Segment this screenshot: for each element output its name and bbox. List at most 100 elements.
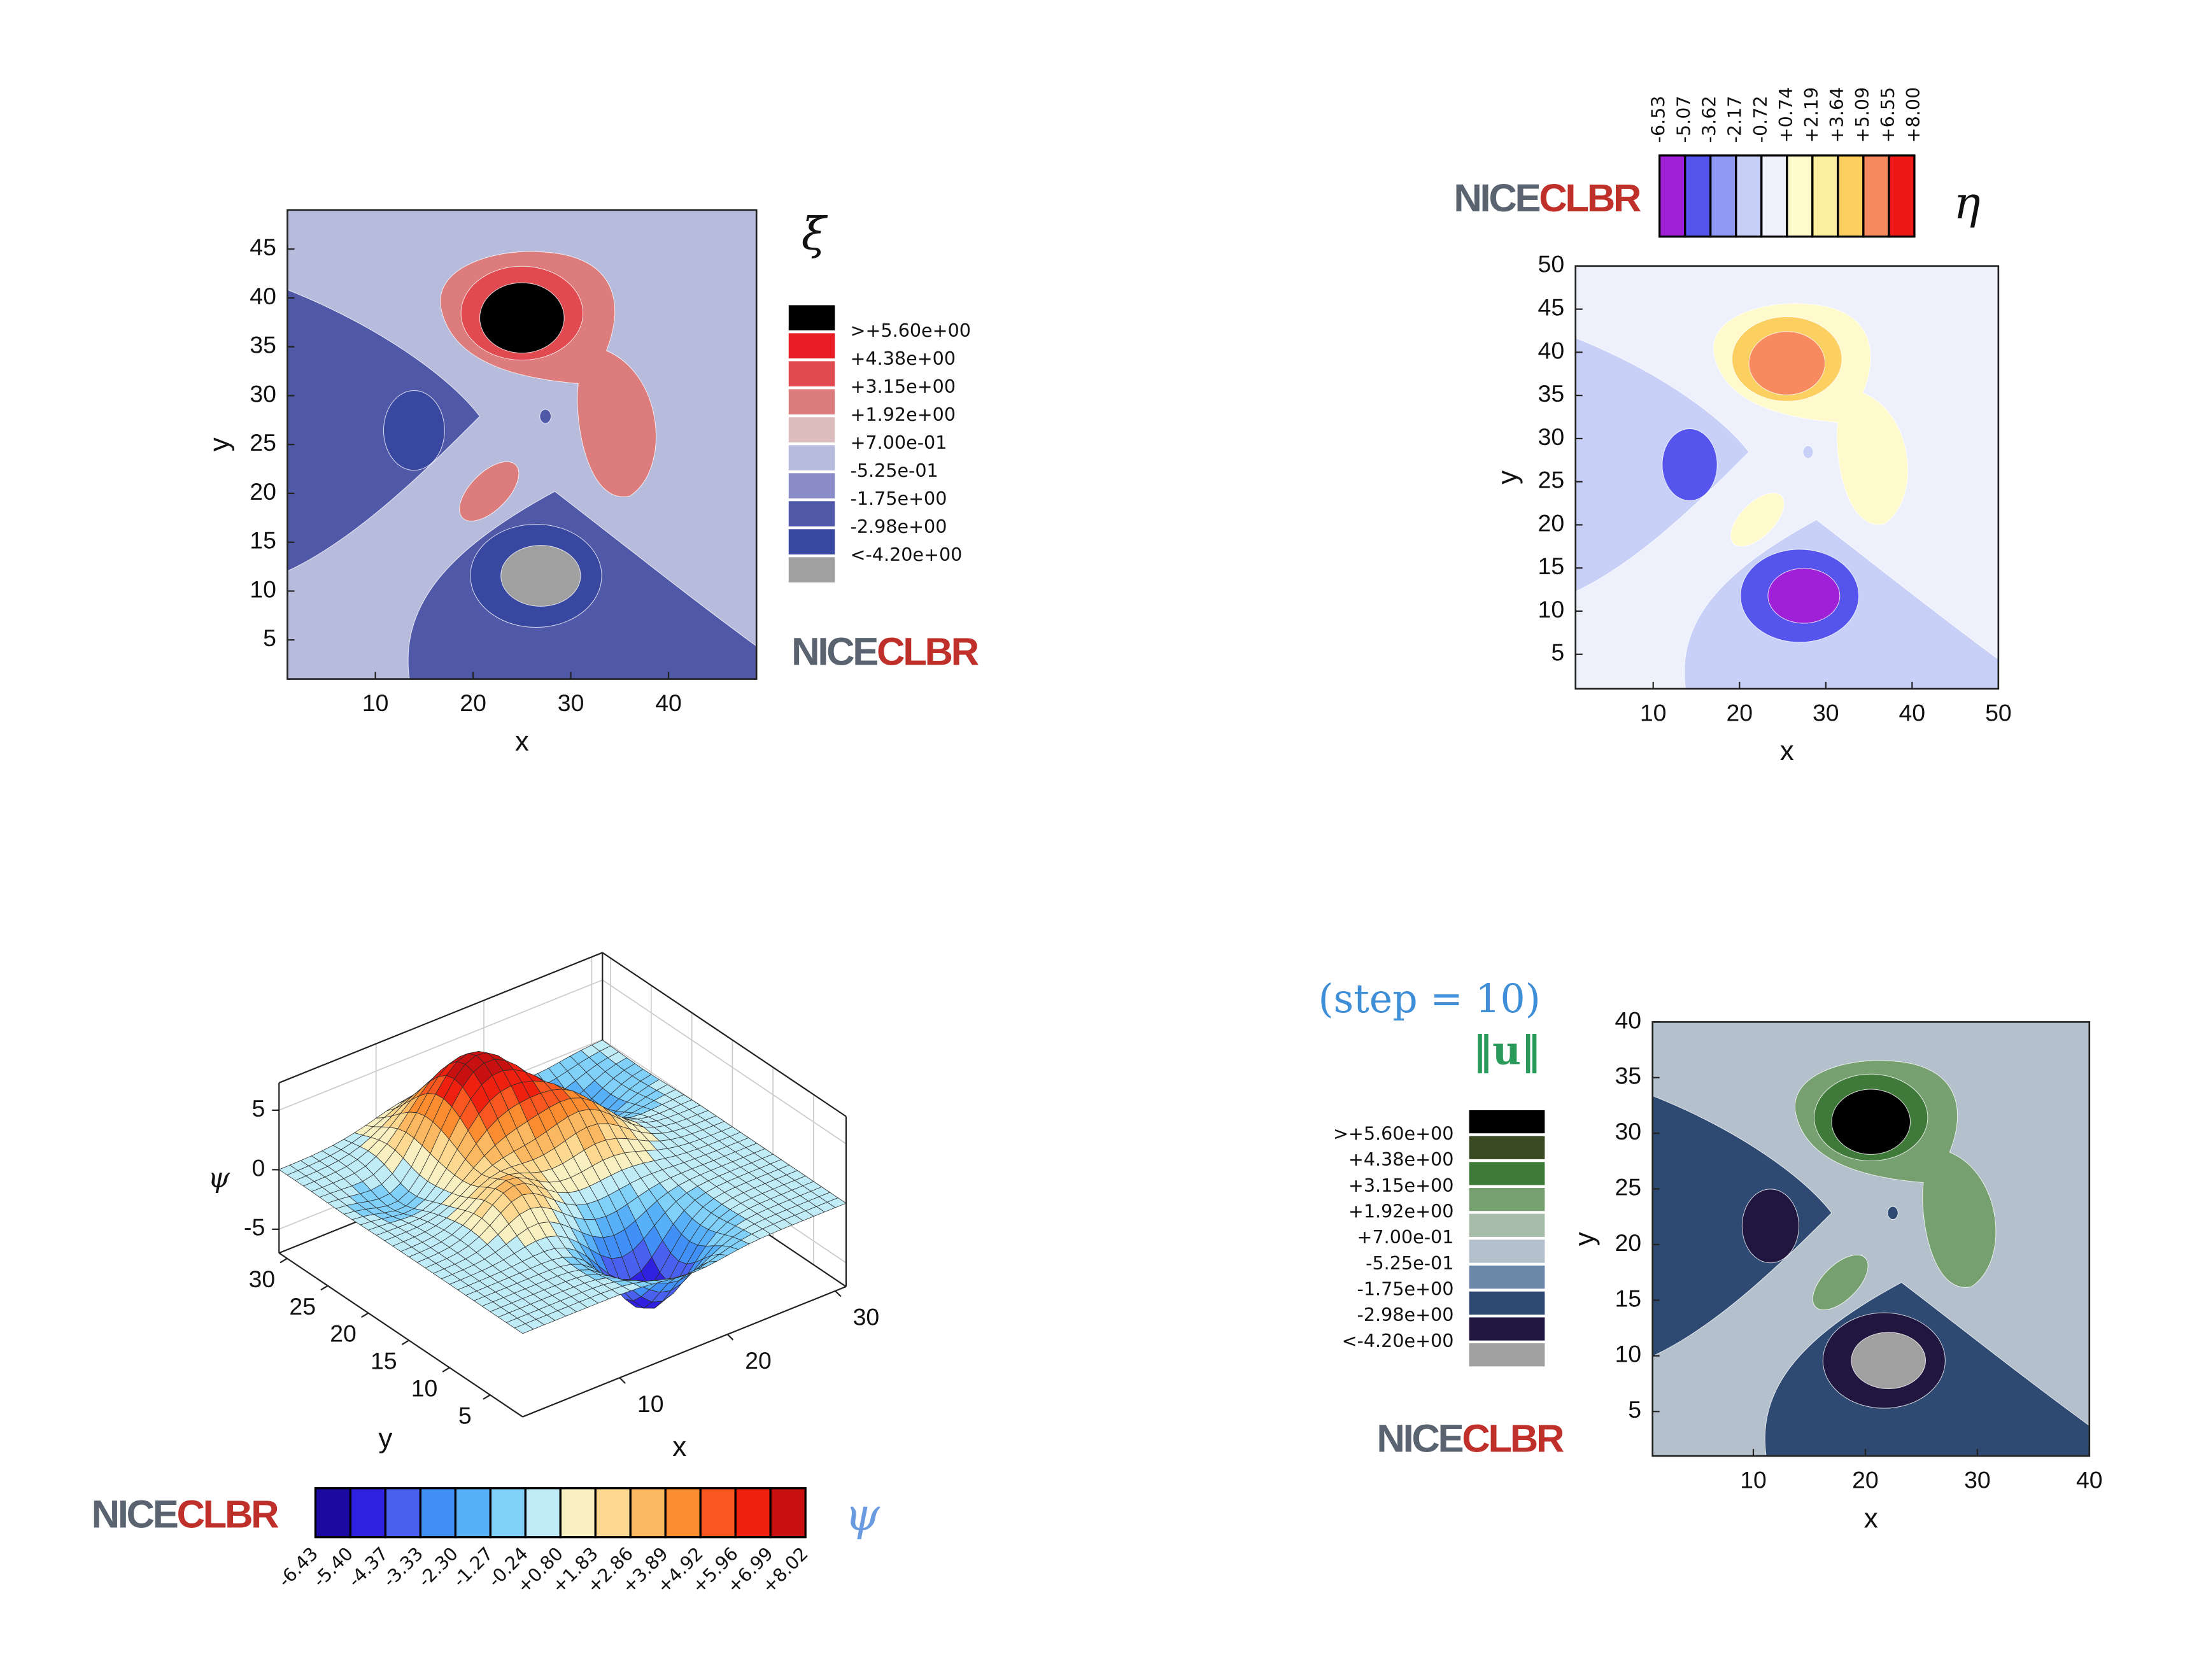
colorbar-swatch xyxy=(788,333,835,358)
x-tick-label: 20 xyxy=(1726,700,1753,726)
colorbar-label: >+5.60e+00 xyxy=(851,320,971,341)
colorbar-label: +5.09 xyxy=(1851,87,1873,143)
colorbar-label: +1.92e+00 xyxy=(1348,1200,1453,1222)
z-tick-label: 0 xyxy=(251,1154,265,1181)
plot-frame xyxy=(1651,1021,2091,1457)
colorbar-swatch xyxy=(629,1487,667,1539)
y-tick-label: 20 xyxy=(330,1320,357,1347)
colorbar-swatch xyxy=(1469,1317,1545,1341)
x-tick-label: 20 xyxy=(1852,1467,1879,1493)
colorbar-label: +7.00e-01 xyxy=(851,432,947,453)
logo: NICECLBR xyxy=(1376,1417,1564,1461)
colorbar-swatch xyxy=(1760,154,1788,238)
contour-field xyxy=(1575,266,1998,689)
colorbar-swatch xyxy=(419,1487,457,1539)
y-tick xyxy=(483,1394,491,1400)
colorbar-swatch xyxy=(1837,154,1865,238)
contour-field xyxy=(287,209,757,679)
colorbar-swatch xyxy=(1786,154,1814,238)
colorbar-swatch xyxy=(1469,1136,1545,1159)
contour-region xyxy=(1768,568,1840,623)
colorbar-label: -1.75e+00 xyxy=(851,488,947,509)
colorbar-swatch xyxy=(384,1487,422,1539)
colorbar-swatch xyxy=(1469,1239,1545,1263)
plot-frame xyxy=(1574,265,2000,690)
logo: NICECLBR xyxy=(1453,176,1641,220)
y-tick-label: 30 xyxy=(249,1266,276,1292)
logo-right: CLBR xyxy=(877,630,979,674)
y-axis-label: y xyxy=(378,1423,392,1454)
contour-region xyxy=(1662,429,1717,501)
logo-left: NICE xyxy=(1376,1417,1462,1461)
grid-line xyxy=(602,979,847,1145)
y-tick-label: 15 xyxy=(1615,1285,1641,1311)
colorbar-label: +2.19 xyxy=(1800,87,1822,143)
z-tick-label: -5 xyxy=(244,1214,265,1241)
colorbar-swatch xyxy=(1469,1187,1545,1211)
y-axis-label: y xyxy=(204,437,235,451)
y-tick-label: 15 xyxy=(371,1348,397,1374)
colorbar-swatch xyxy=(788,529,835,554)
y-tick xyxy=(320,1285,329,1291)
contour-region xyxy=(384,391,445,470)
y-tick-label: 15 xyxy=(1538,553,1565,579)
colorbar-swatch xyxy=(1658,154,1686,238)
colorbar-swatch xyxy=(1469,1162,1545,1185)
y-tick-label: 40 xyxy=(250,283,276,309)
colorbar-label: -2.30 xyxy=(414,1542,462,1591)
y-tick-label: 35 xyxy=(1538,380,1565,407)
colorbar-swatch xyxy=(1469,1343,1545,1367)
logo-right: CLBR xyxy=(1539,176,1641,220)
colorbar-swatch xyxy=(524,1487,562,1539)
x-tick-label: 10 xyxy=(362,689,389,716)
y-tick xyxy=(442,1367,450,1373)
x-axis-label: x xyxy=(1780,735,1794,766)
y-tick-label: 10 xyxy=(250,575,276,602)
x-tick-label: 40 xyxy=(655,689,682,716)
x-tick-label: 30 xyxy=(1813,700,1839,726)
x-tick xyxy=(619,1377,626,1384)
colorbar-label: -1.75e+00 xyxy=(1357,1278,1454,1300)
y-axis-label: y xyxy=(1569,1232,1600,1246)
y-tick xyxy=(361,1312,369,1318)
colorbar-swatch xyxy=(664,1487,702,1539)
colorbar-swatch xyxy=(1888,154,1916,238)
colorbar-label: -5.40 xyxy=(309,1542,357,1591)
colorbar-label: +4.38e+00 xyxy=(1348,1148,1453,1170)
colorbar-title: η xyxy=(1953,177,1980,229)
y-tick-label: 5 xyxy=(458,1402,472,1429)
colorbar-swatch xyxy=(1709,154,1737,238)
x-tick-label: 20 xyxy=(460,689,486,716)
contour-region xyxy=(480,283,565,353)
x-tick-label: 10 xyxy=(1740,1467,1767,1493)
colorbar-title: ψ xyxy=(845,1489,880,1541)
y-tick-label: 25 xyxy=(1538,467,1565,493)
subtitle: (step = 10) xyxy=(1318,976,1540,1022)
x-axis-label: x xyxy=(515,726,529,757)
y-tick-label: 5 xyxy=(1551,639,1564,666)
colorbar-swatch xyxy=(788,417,835,442)
colorbar-label: -6.53 xyxy=(1648,95,1669,143)
y-tick-label: 25 xyxy=(1615,1173,1641,1200)
y-tick-label: 45 xyxy=(250,234,276,260)
surface-mesh xyxy=(278,1040,847,1334)
y-tick-label: 50 xyxy=(1538,251,1565,278)
colorbar-label: -5.25e-01 xyxy=(851,460,938,481)
colorbar-label: -6.43 xyxy=(274,1542,322,1591)
y-tick-label: 30 xyxy=(1615,1118,1641,1145)
y-tick-label: 10 xyxy=(1615,1341,1641,1367)
logo-left: NICE xyxy=(92,1492,178,1536)
y-tick-label: 5 xyxy=(1628,1396,1641,1423)
box-edge xyxy=(522,1286,847,1418)
colorbar-swatch xyxy=(788,473,835,498)
colorbar-swatch xyxy=(1811,154,1839,238)
logo-right: CLBR xyxy=(1462,1417,1564,1461)
colorbar-label: -2.98e+00 xyxy=(851,516,947,537)
grid-line xyxy=(278,979,603,1111)
colorbar-swatch xyxy=(1684,154,1712,238)
colorbar-swatch xyxy=(594,1487,632,1539)
y-tick-label: 40 xyxy=(1615,1006,1641,1033)
logo: NICECLBR xyxy=(791,630,979,674)
colorbar-label: <-4.20e+00 xyxy=(851,544,963,565)
